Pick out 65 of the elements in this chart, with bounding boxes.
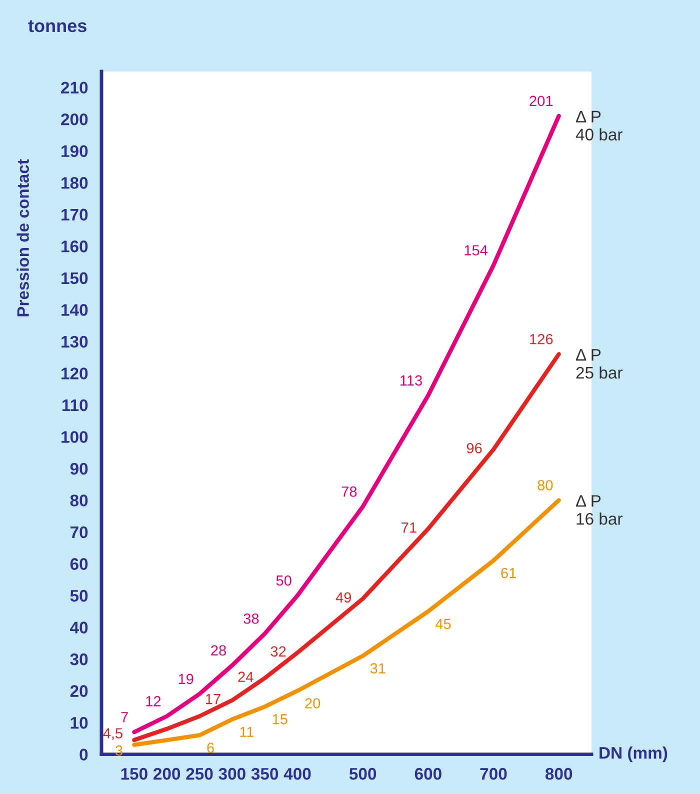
data-label: 45 — [435, 618, 451, 630]
y-tick-label: 110 — [62, 399, 88, 412]
data-label: 4,5 — [103, 728, 122, 740]
y-tick-label: 40 — [70, 622, 88, 634]
y-tick-label: 50 — [70, 590, 88, 602]
data-label: 61 — [501, 568, 516, 578]
y-tick-label: 180 — [62, 177, 88, 189]
data-label: 17 — [206, 694, 220, 704]
y-tick-label: 90 — [70, 462, 88, 475]
y-tick-label: 10 — [70, 716, 88, 729]
y-tick-label: 170 — [62, 208, 88, 221]
y-tick-label: 130 — [62, 336, 88, 348]
y-axis-title: Pression de contact — [16, 159, 29, 316]
data-label: 20 — [305, 698, 320, 708]
x-tick-label: 300 — [218, 768, 246, 780]
x-tick-label: 400 — [284, 768, 311, 780]
data-label: 38 — [244, 613, 259, 624]
y-tick-label: 140 — [62, 304, 88, 316]
y-tick-label: 100 — [62, 431, 88, 443]
y-tick-label: 70 — [70, 526, 88, 538]
y-tick-label: 190 — [62, 145, 88, 158]
data-label: 24 — [238, 672, 254, 682]
y-tick-label: 160 — [62, 240, 88, 252]
data-label: 31 — [370, 663, 386, 674]
data-label: 6 — [207, 742, 214, 753]
x-tick-label: 150 — [121, 768, 148, 780]
data-label: 12 — [146, 696, 161, 706]
data-label: 126 — [530, 334, 553, 344]
series-label: Δ P 25 bar — [576, 349, 622, 379]
data-label: 78 — [342, 486, 357, 497]
data-label: 32 — [270, 646, 286, 657]
data-label: 7 — [121, 712, 128, 722]
text: tonnes — [28, 20, 86, 32]
data-label: 28 — [211, 645, 226, 656]
data-label: 154 — [464, 245, 488, 256]
x-tick-label: 250 — [186, 768, 213, 780]
data-label: 11 — [240, 726, 254, 737]
x-tick-label: 350 — [251, 768, 278, 780]
data-label: 201 — [530, 96, 553, 106]
x-tick-label: 500 — [349, 768, 376, 780]
y-tick-label: 60 — [70, 558, 88, 570]
data-label: 96 — [466, 442, 482, 454]
series-label: Δ P 16 bar — [576, 495, 622, 525]
data-label: 50 — [276, 575, 292, 586]
x-tick-label: 800 — [545, 768, 572, 780]
y-tick-label: 120 — [62, 368, 88, 380]
y-tick-label: 150 — [62, 272, 88, 284]
x-tick-label: 700 — [480, 768, 507, 780]
data-label: 80 — [538, 480, 553, 490]
x-axis-title: DN (mm) — [600, 746, 668, 762]
x-tick-label: 200 — [154, 768, 180, 780]
y-tick-label: 20 — [70, 685, 88, 697]
series-label: Δ P 40 bar — [576, 110, 622, 140]
y-tick-label: 200 — [61, 114, 88, 126]
data-label: 113 — [400, 375, 422, 386]
data-label: 49 — [336, 592, 352, 603]
y-tick-label: 30 — [70, 653, 88, 666]
data-label: 71 — [402, 522, 416, 533]
y-tick-label: 210 — [61, 82, 88, 94]
y-tick-label: 0 — [80, 748, 88, 761]
data-label: 19 — [178, 674, 194, 684]
y-tick-label: 80 — [70, 494, 88, 506]
line-series — [132, 352, 561, 742]
x-tick-label: 600 — [414, 768, 442, 780]
data-label: 15 — [272, 714, 288, 724]
